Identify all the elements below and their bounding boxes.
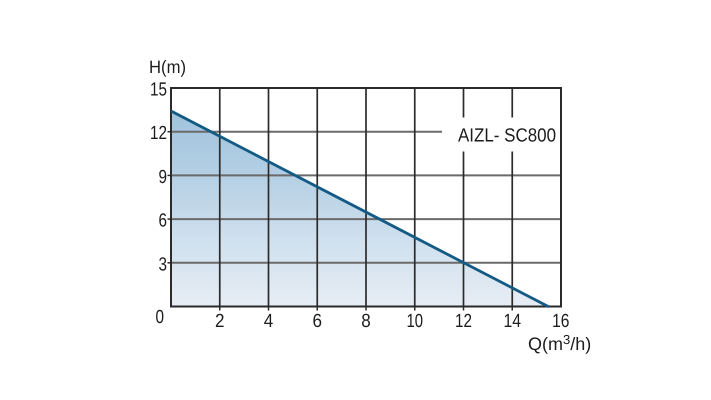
svg-text:H(m): H(m) — [149, 57, 186, 77]
svg-text:10: 10 — [407, 311, 424, 332]
svg-text:2: 2 — [215, 311, 225, 332]
svg-text:6: 6 — [313, 311, 323, 332]
svg-text:6: 6 — [159, 211, 168, 232]
svg-text:16: 16 — [552, 311, 569, 332]
svg-text:Q(m3/h): Q(m3/h) — [528, 332, 591, 354]
svg-text:4: 4 — [264, 311, 274, 332]
svg-text:3: 3 — [159, 254, 168, 275]
svg-text:0: 0 — [156, 307, 165, 328]
svg-text:15: 15 — [150, 80, 167, 101]
svg-text:14: 14 — [503, 311, 521, 332]
svg-text:AIZL- SC800: AIZL- SC800 — [458, 126, 556, 147]
svg-text:12: 12 — [150, 123, 167, 144]
svg-text:9: 9 — [159, 167, 168, 188]
svg-text:8: 8 — [361, 311, 371, 332]
svg-text:12: 12 — [455, 311, 472, 332]
